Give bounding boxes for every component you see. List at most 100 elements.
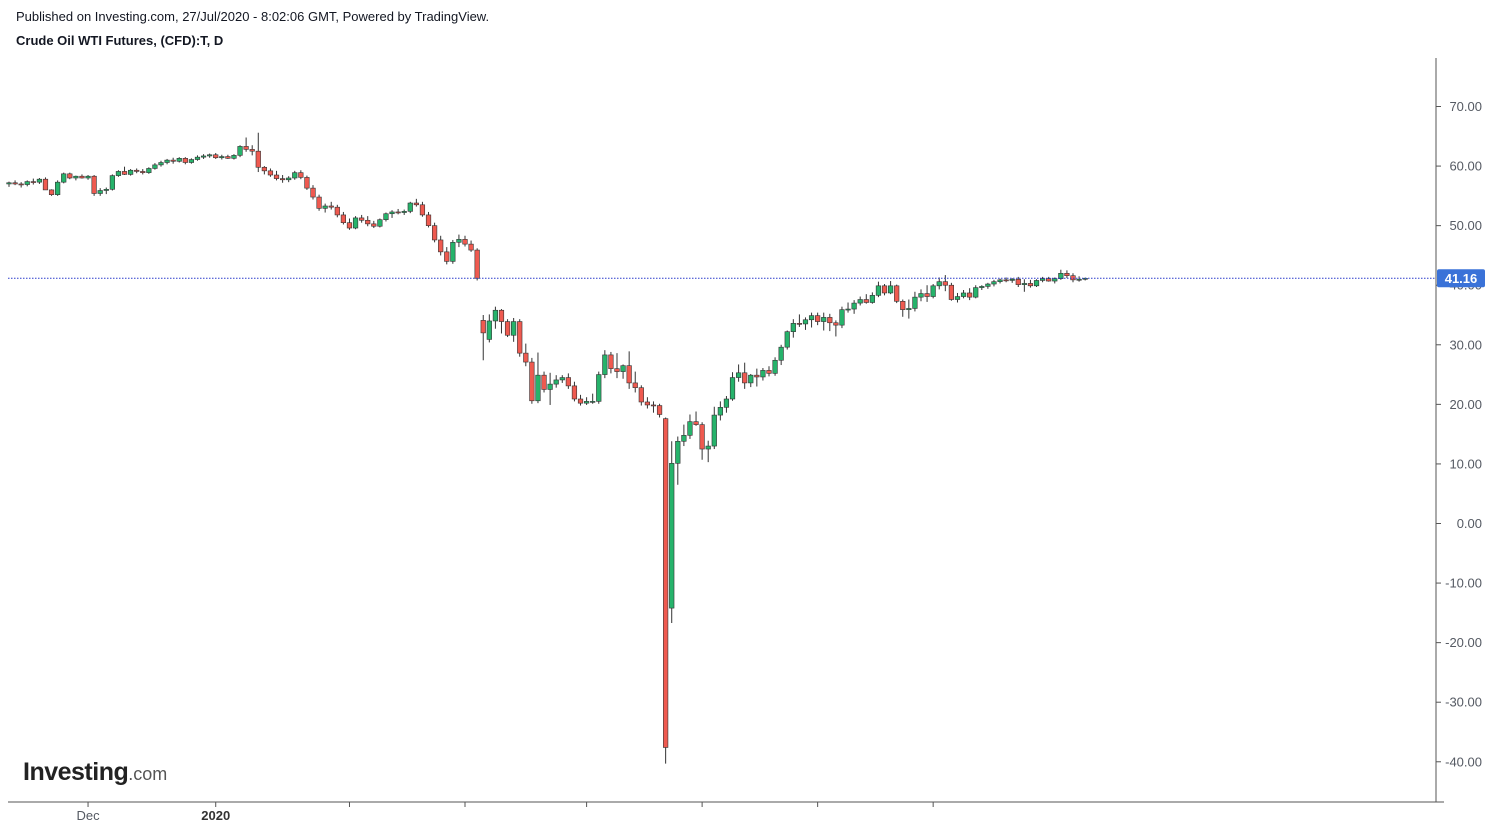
- candle-body: [1058, 273, 1064, 279]
- candle: [1058, 269, 1064, 280]
- candle-body: [24, 181, 30, 185]
- candle-body: [845, 308, 851, 311]
- candle: [833, 320, 839, 337]
- candle-body: [656, 405, 663, 415]
- candle-body: [322, 205, 328, 209]
- candle: [18, 182, 24, 188]
- candle-body: [18, 183, 24, 186]
- candle: [346, 218, 353, 230]
- investing-logo: Investing.com: [23, 758, 167, 787]
- chart-axes: 70.0060.0050.0040.0030.0020.0010.000.00-…: [8, 58, 1482, 823]
- candle: [438, 235, 444, 256]
- candle-body: [517, 321, 523, 354]
- candle-body: [663, 418, 669, 748]
- candle: [766, 366, 772, 377]
- candle: [152, 163, 158, 170]
- candle-body: [1009, 278, 1015, 281]
- candle: [577, 394, 584, 406]
- candle-body: [231, 155, 237, 159]
- candle-body: [614, 368, 620, 372]
- candle: [942, 275, 948, 292]
- candle: [954, 292, 961, 303]
- candle-body: [894, 285, 900, 302]
- candle: [73, 175, 79, 181]
- candle: [200, 154, 207, 159]
- candle: [590, 393, 596, 404]
- candle-body: [626, 365, 632, 384]
- candle: [723, 396, 730, 413]
- candle: [219, 154, 225, 160]
- candles-layer: [6, 132, 1088, 764]
- candle: [900, 299, 906, 317]
- candle: [827, 313, 833, 332]
- candle-body: [401, 211, 407, 213]
- candle: [140, 169, 146, 175]
- candle: [851, 300, 857, 314]
- y-tick-label: 20.00: [1449, 397, 1482, 412]
- candle: [760, 368, 766, 381]
- candle-body: [1064, 273, 1070, 276]
- candle-body: [462, 239, 468, 245]
- candle: [571, 381, 578, 402]
- candle: [1009, 278, 1015, 283]
- chart-overlay: 41.16: [8, 269, 1485, 288]
- candle: [535, 352, 541, 404]
- candle-body: [425, 214, 432, 226]
- candle-body: [778, 346, 784, 361]
- candle: [748, 373, 754, 388]
- candle-body: [790, 323, 796, 332]
- candle: [1076, 276, 1082, 282]
- candle-body: [200, 155, 207, 158]
- candle: [30, 178, 36, 185]
- candle-body: [498, 309, 505, 322]
- candle-body: [219, 156, 225, 159]
- candle: [182, 157, 188, 165]
- candle-body: [857, 299, 863, 304]
- candle-body: [772, 359, 778, 374]
- candle-body: [444, 251, 450, 262]
- candle: [462, 235, 468, 247]
- candle: [413, 198, 419, 207]
- y-tick-label: -10.00: [1445, 576, 1482, 591]
- candle-body: [36, 178, 42, 183]
- candle: [486, 314, 492, 343]
- candle-body: [292, 172, 298, 179]
- candle: [322, 203, 328, 213]
- candle: [377, 218, 383, 228]
- candle: [887, 281, 894, 295]
- candle-body: [352, 217, 359, 229]
- candle: [334, 204, 340, 218]
- logo-word: Investing: [23, 758, 129, 786]
- candle: [1070, 273, 1076, 283]
- candle-body: [365, 219, 371, 225]
- candle-body: [547, 383, 553, 390]
- candle: [924, 285, 930, 302]
- candle: [650, 401, 657, 413]
- candle-body: [109, 175, 115, 190]
- candle: [821, 312, 827, 331]
- candle-body: [158, 162, 164, 166]
- candle: [699, 422, 705, 460]
- y-tick-label: 0.00: [1457, 516, 1482, 531]
- x-tick-label: 2020: [201, 808, 230, 823]
- candle-body: [541, 374, 547, 390]
- candle: [541, 371, 547, 393]
- candle: [784, 330, 790, 350]
- candle: [1033, 279, 1040, 288]
- candle: [997, 278, 1003, 284]
- candle: [754, 368, 760, 387]
- candle-body: [377, 219, 383, 227]
- candle: [61, 172, 67, 184]
- candle-body: [1021, 283, 1027, 285]
- candle-body: [310, 187, 316, 198]
- candle: [504, 319, 511, 338]
- candle-body: [12, 182, 18, 185]
- candle-body: [669, 463, 675, 609]
- candle-body: [450, 242, 456, 262]
- candle-body: [389, 211, 395, 215]
- candle-body: [152, 164, 158, 169]
- candle: [12, 180, 18, 186]
- candle: [267, 168, 274, 177]
- candle-body: [61, 173, 67, 183]
